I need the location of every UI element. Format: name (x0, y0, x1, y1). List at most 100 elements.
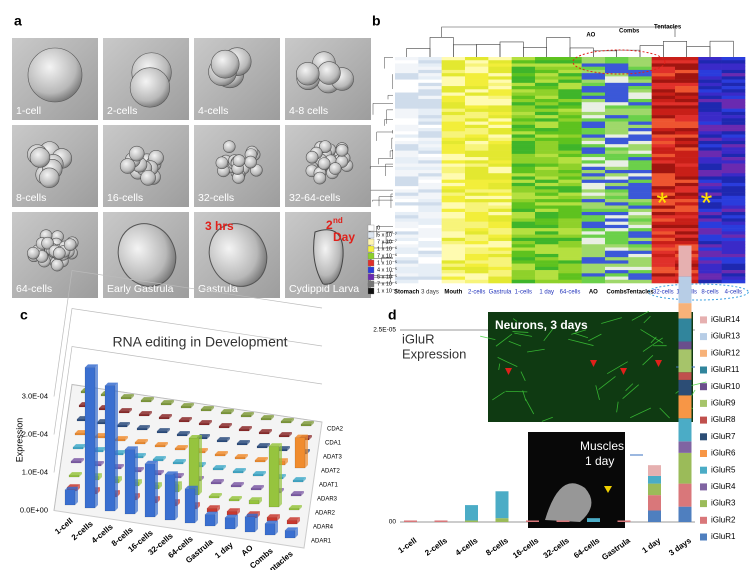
heatmap-cell (465, 231, 489, 235)
heatmap-cell (581, 241, 606, 245)
heatmap-cell (581, 147, 606, 151)
heatmap-cell (628, 257, 652, 261)
heatmap-cell (721, 76, 746, 80)
asterisk: * (656, 187, 668, 220)
asterisk: * (701, 187, 713, 220)
bar-top (145, 460, 158, 464)
heatmap-cell (651, 150, 676, 155)
heatmap-cell (721, 111, 746, 116)
dendrogram (376, 131, 393, 141)
neurite (630, 407, 652, 419)
heatmap-cell (651, 263, 676, 268)
heatmap-cell (698, 63, 722, 67)
bar-segment (465, 505, 478, 521)
heatmap-cell (651, 279, 676, 284)
heatmap-cell (628, 124, 652, 129)
heatmap-cell (535, 270, 559, 274)
heatmap-cell (605, 260, 629, 264)
arrowhead (505, 368, 512, 375)
heatmap-cell (675, 79, 699, 84)
bar-top (65, 486, 78, 490)
heatmap-cell (581, 247, 606, 252)
heatmap-cell (465, 166, 489, 171)
heatmap-cell (511, 189, 536, 193)
heatmap-cell (488, 124, 512, 129)
heatmap-cell (581, 179, 606, 184)
heatmap-cell (651, 79, 676, 84)
heatmap-cell (581, 253, 606, 258)
heatmap-cell (651, 221, 676, 226)
heatmap-cell (535, 150, 559, 155)
heatmap-cell (535, 234, 559, 239)
heatmap-cell (628, 189, 652, 193)
heatmap-cell (721, 205, 746, 210)
legend-label: iGluR6 (711, 449, 736, 458)
heatmap-cell (628, 118, 652, 122)
bar-side (99, 473, 102, 480)
dendrogram (593, 50, 617, 57)
bar-segment (495, 518, 509, 522)
heatmap-cell (535, 57, 559, 61)
heatmap-cell (675, 108, 699, 113)
heatmap-cell (395, 244, 419, 248)
heatmap-cell (465, 208, 489, 213)
tile-label: Cydippid Larva (289, 283, 359, 295)
heatmap-cell (675, 234, 699, 239)
heatmap-cell (441, 57, 466, 61)
bar (72, 446, 84, 450)
heatmap-cell (441, 270, 466, 274)
legend-swatch (367, 287, 375, 295)
heatmap-cell (558, 263, 582, 268)
heatmap-cell (605, 186, 629, 190)
heatmap-cell (558, 276, 582, 281)
heatmap-cell (675, 95, 699, 100)
blastomere (296, 61, 320, 86)
heatmap-cell (698, 66, 722, 71)
legend-swatch (367, 245, 375, 253)
y-tick-label: 1.0E-04 (22, 467, 48, 476)
series-label: ADAR3 (317, 497, 338, 503)
heatmap-cell (511, 147, 536, 151)
heatmap-cell (418, 215, 442, 219)
bar-segment (556, 520, 570, 522)
heatmap-cell (605, 247, 629, 252)
heatmap-cell (605, 95, 629, 100)
heatmap-cell (558, 170, 582, 174)
heatmap-cell (511, 95, 536, 100)
heatmap-cell (465, 115, 489, 119)
bar (234, 456, 246, 460)
bar-side (247, 440, 250, 445)
heatmap-cell (465, 250, 489, 255)
heatmap-cell (581, 234, 606, 239)
column-label: AO (589, 290, 598, 296)
heatmap-cell (511, 199, 536, 203)
y-tick-label: 00 (389, 519, 397, 526)
heatmap-cell (651, 247, 676, 252)
heatmap-cell (535, 253, 559, 258)
heatmap-cell (395, 273, 419, 277)
heatmap-cell (558, 218, 582, 222)
heatmap-cell (441, 237, 466, 242)
bar (118, 410, 130, 414)
heatmap-cell (441, 157, 466, 161)
heatmap-cell (651, 63, 676, 67)
bar-side (229, 423, 232, 428)
bar (180, 405, 192, 409)
heatmap-cell (628, 102, 652, 106)
heatmap-cell (535, 73, 559, 77)
heatmap-cell (721, 89, 746, 93)
bar (226, 511, 238, 516)
heatmap-cell (651, 124, 676, 129)
x-tick-label: 16-cells (511, 536, 541, 561)
heatmap-cell (675, 73, 699, 77)
heatmap-cell (418, 260, 442, 264)
heatmap-cell (721, 131, 746, 135)
chart-title: iGluR (402, 331, 435, 346)
bar-side (145, 439, 148, 444)
heatmap-cell (651, 108, 676, 113)
heatmap-cell (535, 260, 559, 264)
heatmap-cell (675, 89, 699, 93)
neurite (512, 318, 518, 322)
heatmap-cell (465, 189, 489, 193)
heatmap-cell (558, 121, 582, 126)
